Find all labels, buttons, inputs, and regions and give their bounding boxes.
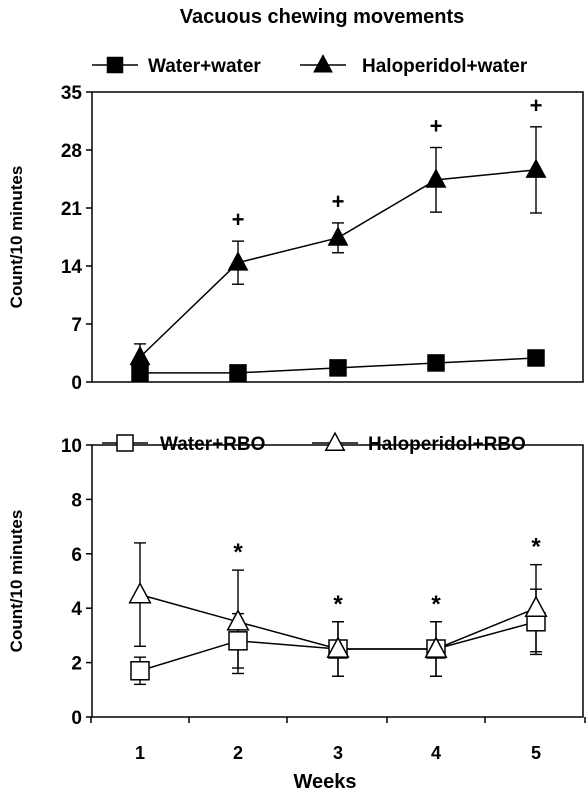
significance-marker: + <box>332 189 345 214</box>
data-point <box>129 345 151 366</box>
legend-marker <box>116 434 134 452</box>
significance-marker: * <box>333 591 343 618</box>
x-tick-label: 5 <box>531 743 541 763</box>
legend-label: Haloperidol+water <box>362 56 528 77</box>
data-point <box>131 364 149 382</box>
data-point <box>326 636 350 658</box>
x-axis-label: Weeks <box>293 771 356 793</box>
y-tick-label: 0 <box>71 708 82 729</box>
legend-label: Water+water <box>148 56 261 77</box>
legend-marker <box>106 56 124 74</box>
bottom-panel: 0 2 4 6 8 10 Count/10 minutes 1 2 3 4 5 * * * * Water+RB… <box>7 431 586 763</box>
chart-title: Vacuous chewing movements <box>180 6 465 28</box>
data-point <box>327 226 349 246</box>
x-tick-label: 4 <box>431 743 441 763</box>
y-tick-label: 28 <box>61 141 82 162</box>
y-tick-label: 10 <box>61 436 82 457</box>
significance-marker: + <box>232 207 245 232</box>
data-point <box>424 636 448 658</box>
legend-marker <box>313 54 333 73</box>
significance-marker: + <box>530 93 543 118</box>
x-tick-label: 1 <box>135 743 145 763</box>
x-tick-label: 3 <box>333 743 343 763</box>
data-point <box>128 581 152 604</box>
y-tick-label: 2 <box>71 654 82 675</box>
y-tick-label: 21 <box>61 199 83 220</box>
data-point <box>329 359 347 377</box>
y-axis-label: Count/10 minutes <box>7 166 26 309</box>
significance-marker: * <box>531 534 541 561</box>
data-point <box>425 168 447 188</box>
plot-frame <box>91 91 584 383</box>
data-point <box>524 595 548 618</box>
x-tick-label: 2 <box>233 743 243 763</box>
top-panel: 0 7 14 21 28 35 Count/10 minutes + + + + Water+wate… <box>7 54 584 394</box>
data-point <box>130 661 150 681</box>
data-point <box>229 364 247 382</box>
data-point <box>226 609 250 631</box>
legend-label: Haloperidol+RBO <box>368 434 526 455</box>
y-tick-label: 7 <box>71 315 82 336</box>
y-tick-label: 35 <box>61 83 83 104</box>
data-point <box>527 349 545 367</box>
y-axis-label: Count/10 minutes <box>7 510 26 653</box>
significance-marker: * <box>431 591 441 618</box>
data-point <box>228 631 248 651</box>
y-tick-label: 4 <box>71 599 82 620</box>
legend-label: Water+RBO <box>160 434 265 455</box>
significance-marker: * <box>233 539 243 566</box>
data-point <box>227 251 249 271</box>
significance-marker: + <box>430 114 443 139</box>
y-tick-label: 0 <box>71 373 82 394</box>
data-point <box>525 158 547 178</box>
y-tick-label: 6 <box>71 545 82 566</box>
y-tick-label: 8 <box>71 490 82 511</box>
data-point <box>427 354 445 372</box>
y-tick-label: 14 <box>61 257 83 278</box>
legend-marker <box>324 431 346 451</box>
